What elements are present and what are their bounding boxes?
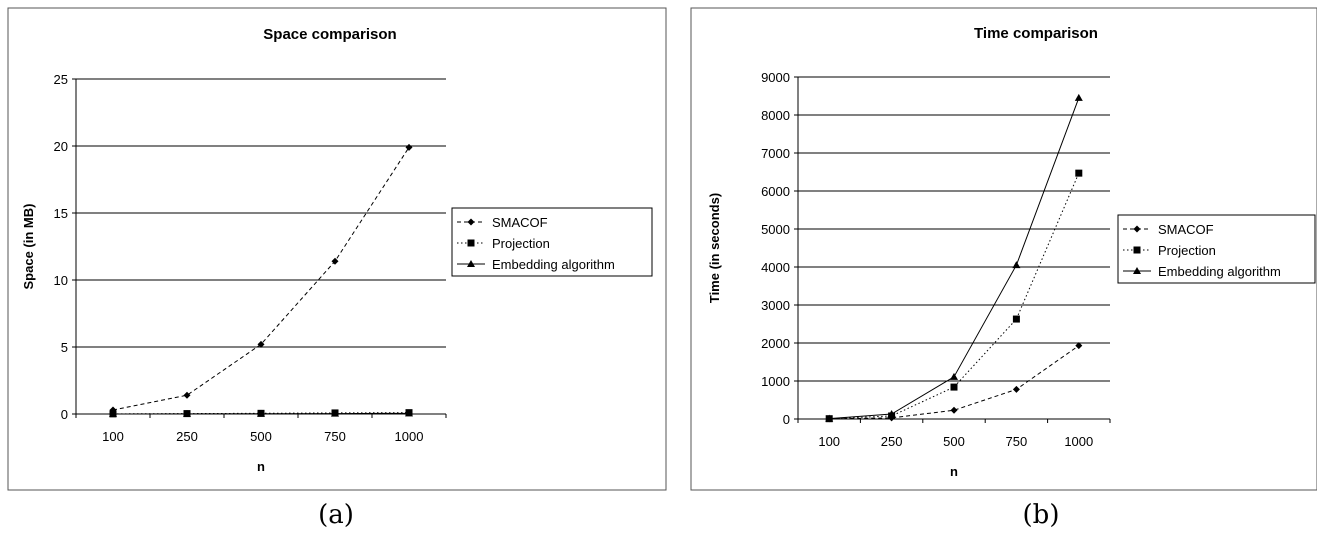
- x-tick-label: 500: [943, 434, 965, 449]
- data-point: [1012, 315, 1020, 323]
- y-tick-label: 9000: [761, 70, 790, 85]
- x-tick-label: 750: [324, 429, 346, 444]
- x-tick-label: 500: [250, 429, 272, 444]
- legend-marker: [1133, 246, 1141, 254]
- data-point: [1075, 342, 1083, 350]
- legend-marker: [467, 218, 475, 226]
- y-tick-label: 5: [61, 340, 68, 355]
- legend-box: [451, 207, 653, 277]
- y-tick-label: 25: [54, 72, 68, 87]
- data-point: [825, 414, 834, 422]
- legend-label: SMACOF: [492, 215, 548, 230]
- x-tick-label: 1000: [395, 429, 424, 444]
- data-point: [1074, 93, 1083, 101]
- y-tick-label: 1000: [761, 374, 790, 389]
- data-point: [257, 409, 265, 417]
- legend-marker: [1133, 267, 1141, 274]
- time-comparison-chart: Time comparison 0 1000 2000 3000 4000 5000 6000…: [690, 7, 1317, 491]
- data-point: [1075, 169, 1083, 177]
- y-tick-label: 0: [61, 407, 68, 422]
- data-point: [405, 143, 413, 151]
- y-tick-label: 6000: [761, 184, 790, 199]
- x-tick-label: 100: [818, 434, 840, 449]
- data-point: [950, 406, 958, 414]
- chart-title: Space comparison: [263, 26, 396, 43]
- y-tick-label: 8000: [761, 108, 790, 123]
- space-comparison-panel: Space comparison 0 5 10 15 20 25 100 250 500 750 10…: [7, 7, 667, 530]
- x-tick-label: 750: [1006, 434, 1028, 449]
- x-axis-label: n: [257, 459, 265, 474]
- legend-marker: [1133, 225, 1141, 233]
- y-tick-label: 7000: [761, 146, 790, 161]
- legend-label: Projection: [1158, 243, 1216, 258]
- data-point: [1012, 385, 1020, 393]
- data-point: [109, 410, 117, 417]
- y-axis-label: Space (in MB): [21, 204, 36, 290]
- y-tick-label: 10: [54, 273, 68, 288]
- data-point: [950, 372, 958, 380]
- legend-marker: [467, 239, 475, 247]
- data-point: [405, 409, 413, 417]
- time-comparison-panel: Time comparison 0 1000 2000 3000 4000 5000 6000…: [690, 0, 1317, 539]
- caption-a: (a): [318, 500, 354, 530]
- y-tick-label: 4000: [761, 260, 790, 275]
- y-tick-label: 5000: [761, 222, 790, 237]
- y-tick-label: 3000: [761, 298, 790, 313]
- chart-title: Time comparison: [974, 25, 1098, 42]
- data-point: [887, 410, 896, 418]
- series-line-projection: [829, 172, 1080, 420]
- data-point: [1012, 261, 1021, 269]
- legend-label: Embedding algorithm: [492, 257, 615, 272]
- legend-label: SMACOF: [1158, 222, 1214, 237]
- y-tick-label: 2000: [761, 336, 790, 351]
- y-tick-label: 15: [54, 206, 68, 221]
- x-tick-label: 250: [881, 434, 903, 449]
- legend-marker: [467, 260, 475, 267]
- data-point: [331, 257, 339, 265]
- x-tick-label: 250: [176, 429, 198, 444]
- legend-box: [1117, 214, 1316, 284]
- space-comparison-chart: Space comparison 0 5 10 15 20 25 100 250 500 750 10…: [7, 7, 667, 491]
- x-axis-label: n: [950, 464, 958, 479]
- data-point: [257, 340, 265, 348]
- x-tick-label: 100: [102, 429, 124, 444]
- caption-b: (b): [1022, 500, 1060, 530]
- y-tick-label: 0: [783, 412, 790, 427]
- data-point: [950, 383, 958, 391]
- y-axis-label: Time (in seconds): [707, 193, 722, 303]
- data-point: [183, 409, 191, 417]
- legend-label: Projection: [492, 236, 550, 251]
- legend-label: Embedding algorithm: [1158, 264, 1281, 279]
- y-tick-label: 20: [54, 139, 68, 154]
- x-tick-label: 1000: [1064, 434, 1093, 449]
- series-line-smacof: [112, 147, 410, 411]
- data-point: [331, 409, 339, 417]
- data-point: [183, 391, 191, 399]
